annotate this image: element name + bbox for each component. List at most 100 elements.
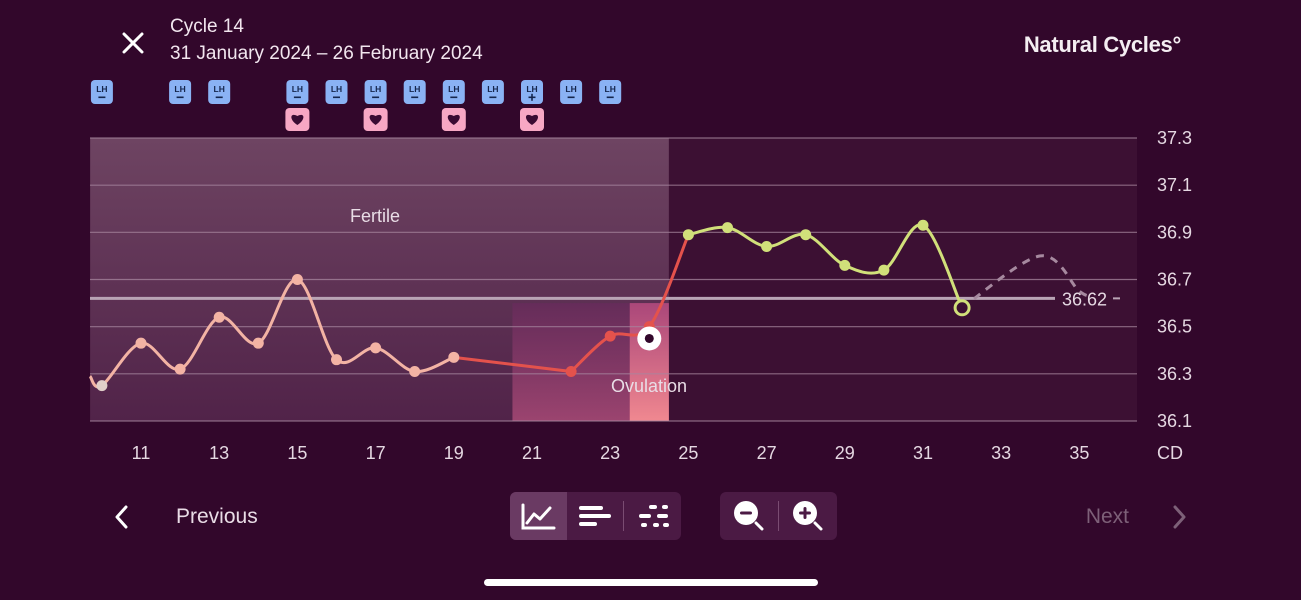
heart-icon bbox=[291, 114, 304, 125]
temp-point bbox=[604, 330, 616, 342]
temp-point bbox=[409, 365, 421, 377]
zoom-in-button[interactable] bbox=[779, 492, 837, 540]
lh-test-badge bbox=[364, 80, 387, 104]
view-mode-toggle bbox=[510, 492, 681, 540]
y-tick-label: 37.3 bbox=[1157, 128, 1192, 148]
temp-point bbox=[174, 363, 186, 375]
heart-icon bbox=[525, 114, 539, 125]
x-tick-label: 13 bbox=[209, 443, 229, 463]
lh-negative-icon bbox=[333, 96, 340, 99]
lh-badge-label: LH bbox=[370, 84, 381, 94]
lh-positive-icon bbox=[531, 93, 533, 101]
cycle-dates: 31 January 2024 – 26 February 2024 bbox=[170, 43, 483, 64]
lh-test-badge bbox=[325, 80, 348, 104]
lh-badge-label: LH bbox=[331, 84, 342, 94]
scatter-view-button[interactable] bbox=[624, 492, 681, 540]
temp-point bbox=[839, 259, 851, 271]
brand-logo: Natural Cycles° bbox=[1023, 32, 1181, 57]
close-icon bbox=[122, 32, 144, 54]
temp-point bbox=[565, 365, 577, 377]
lh-badge-label: LH bbox=[565, 84, 576, 94]
lh-badge-label: LH bbox=[174, 84, 185, 94]
x-tick-label: 15 bbox=[287, 443, 307, 463]
lh-test-badge bbox=[403, 80, 426, 104]
next-label: Next bbox=[1085, 505, 1129, 528]
y-tick-label: 36.1 bbox=[1157, 411, 1192, 431]
zoom-out-button[interactable] bbox=[720, 492, 778, 540]
zoom-controls bbox=[720, 492, 837, 540]
y-tick-label: 36.3 bbox=[1157, 364, 1192, 384]
lh-negative-icon bbox=[98, 96, 106, 99]
temp-point bbox=[213, 311, 225, 323]
cycle-title: Cycle 14 bbox=[170, 16, 244, 37]
lh-negative-icon bbox=[372, 96, 380, 99]
x-tick-label: 31 bbox=[913, 443, 933, 463]
lh-badge-label: LH bbox=[487, 84, 498, 94]
chevron-left-icon bbox=[115, 505, 128, 529]
lh-test-badge bbox=[481, 80, 504, 104]
temp-point bbox=[878, 264, 890, 276]
temp-point bbox=[800, 229, 812, 241]
scatter-icon bbox=[638, 505, 669, 527]
today-point bbox=[953, 299, 971, 317]
lh-negative-icon bbox=[176, 96, 184, 99]
cover-line-group: 36.62 bbox=[90, 289, 1120, 309]
x-tick-label: 25 bbox=[678, 443, 698, 463]
peri-ovulation-line bbox=[570, 234, 690, 373]
x-tick-label: 23 bbox=[600, 443, 620, 463]
zoom-divider bbox=[778, 501, 779, 531]
zoom-in-icon bbox=[793, 501, 823, 531]
fertile-window-label: Fertile bbox=[350, 206, 400, 226]
lh-negative-icon bbox=[567, 96, 575, 99]
temp-point bbox=[722, 222, 733, 234]
x-tick-label: 29 bbox=[835, 443, 855, 463]
lh-test-badge bbox=[90, 80, 113, 104]
lh-badge-label: LH bbox=[214, 84, 225, 94]
chart-grid bbox=[90, 137, 1137, 422]
temp-point bbox=[291, 274, 303, 285]
x-tick-label: 19 bbox=[444, 443, 464, 463]
temp-point bbox=[96, 380, 108, 392]
test-badges: LH LH LH LH LH LH LH LH LH LH LH LH bbox=[90, 80, 622, 131]
temp-point bbox=[252, 337, 264, 349]
close-button[interactable] bbox=[118, 28, 148, 58]
list-view-button[interactable] bbox=[567, 492, 624, 540]
temp-point bbox=[448, 351, 460, 363]
lh-badge-label: LH bbox=[448, 84, 459, 94]
x-tick-label: 11 bbox=[132, 443, 151, 463]
lh-test-badge bbox=[169, 80, 192, 104]
lh-negative-icon bbox=[450, 96, 458, 99]
temp-point bbox=[370, 342, 382, 354]
lh-negative-icon bbox=[293, 96, 301, 99]
lh-test-badge bbox=[442, 80, 465, 104]
zoom-out-icon bbox=[734, 501, 764, 531]
ovulation-marker-center bbox=[644, 333, 654, 343]
toggle-divider bbox=[623, 501, 625, 531]
graph-view-button[interactable] bbox=[510, 492, 567, 540]
chevron-right-icon bbox=[1173, 505, 1186, 529]
y-tick-label: 36.7 bbox=[1157, 270, 1192, 290]
cover-line-value: 36.62 bbox=[1062, 289, 1107, 309]
x-axis-label: CD bbox=[1157, 443, 1183, 463]
y-tick-label: 37.1 bbox=[1157, 175, 1192, 195]
x-tick-label: 21 bbox=[522, 443, 542, 463]
lh-negative-icon bbox=[489, 96, 497, 99]
temp-point bbox=[761, 240, 773, 252]
x-tick-label: 35 bbox=[1069, 443, 1089, 463]
chart-points bbox=[96, 219, 971, 392]
lh-badge-label: LH bbox=[96, 84, 107, 94]
next-button[interactable]: Next bbox=[1086, 497, 1189, 537]
lh-negative-icon bbox=[606, 96, 614, 99]
previous-button[interactable]: Previous bbox=[112, 497, 258, 537]
x-tick-label: 33 bbox=[991, 443, 1011, 463]
y-tick-label: 36.9 bbox=[1157, 222, 1192, 242]
home-indicator bbox=[484, 579, 818, 586]
previous-label: Previous bbox=[176, 505, 258, 528]
peri-ovulation-connector bbox=[453, 355, 572, 373]
temp-point bbox=[682, 229, 694, 241]
x-tick-label: 27 bbox=[757, 443, 777, 463]
lh-badge-label: LH bbox=[605, 84, 616, 94]
temp-point bbox=[917, 219, 929, 231]
ovulation-window-label: Ovulation bbox=[611, 376, 687, 396]
